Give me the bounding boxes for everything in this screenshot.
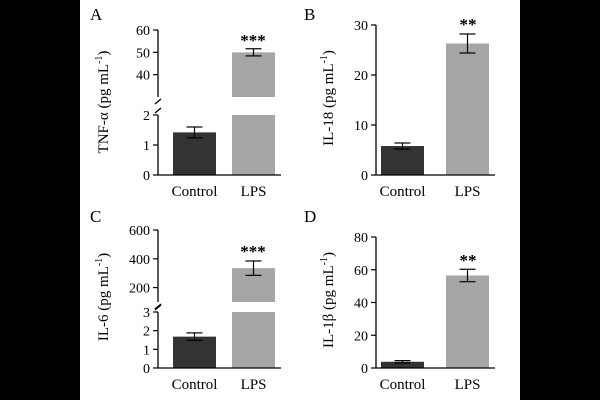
bar-lps: [446, 275, 489, 368]
y-axis-label-superscript: -1: [319, 55, 330, 63]
y-tick-upper-label: 50: [136, 46, 150, 61]
bar-lps-upper: [232, 52, 275, 97]
axis-break-mark: [154, 98, 162, 105]
chart-panel-c: C IL-6 (pg mL-1) 0 1 2 3 200 400 600 Control LPS **…: [90, 207, 281, 393]
y-axis-label-close: ): [321, 252, 337, 257]
y-tick-lower-label: 1: [143, 343, 150, 358]
chart-panel-d: D IL-1β (pg mL-1) 0 20 40 60 80 Control LPS **: [304, 207, 495, 393]
panel-label: A: [90, 5, 103, 24]
y-axis-label-close: ): [96, 253, 112, 258]
y-axis-label: IL-18 (pg mL-1): [319, 50, 337, 146]
y-axis-label-text: IL-6 (pg mL: [96, 266, 112, 341]
y-tick-lower-label: 2: [143, 109, 150, 124]
bar-control: [381, 361, 424, 368]
y-axis-label-superscript: -1: [94, 258, 105, 266]
y-axis-label-superscript: -1: [94, 56, 105, 64]
y-tick-upper-label: 400: [129, 253, 150, 268]
axis-break-mark: [154, 107, 162, 114]
y-axis-label-close: ): [96, 51, 112, 56]
y-tick-lower-label: 2: [143, 325, 150, 340]
y-axis-label-superscript: -1: [319, 257, 330, 265]
y-tick-upper-label: 60: [136, 24, 150, 39]
y-axis-label-text: IL-1β (pg mL: [321, 265, 337, 348]
y-tick-upper-label: 600: [129, 224, 150, 239]
significance-marker: ***: [240, 31, 266, 50]
significance-marker: **: [460, 251, 477, 270]
y-tick-label: 30: [354, 19, 368, 34]
x-category-label: Control: [380, 377, 426, 393]
y-tick-label: 60: [354, 264, 368, 279]
bar-lps-lower: [232, 312, 275, 368]
x-category-label: Control: [380, 184, 426, 200]
x-category-label: LPS: [455, 377, 481, 393]
y-axis-label-text: IL-18 (pg mL: [321, 63, 337, 145]
x-category-label: Control: [172, 377, 218, 393]
y-tick-label: 20: [354, 69, 368, 84]
y-tick-label: 10: [354, 119, 368, 134]
x-category-label: Control: [172, 184, 218, 200]
significance-marker: **: [460, 15, 477, 34]
chart-panel-a: A TNF-α (pg mL-1) 0 1 2 40 50 60 Control LPS ***: [90, 5, 281, 200]
bar-lps: [446, 43, 489, 175]
y-tick-lower-label: 0: [143, 362, 150, 377]
significance-marker: ***: [240, 242, 266, 261]
panel-label: D: [304, 207, 316, 226]
x-category-label: LPS: [455, 184, 481, 200]
y-tick-lower-label: 1: [143, 139, 150, 154]
y-tick-label: 0: [361, 362, 368, 377]
bar-control: [173, 336, 216, 368]
bar-control: [173, 132, 216, 175]
y-tick-label: 0: [361, 169, 368, 184]
y-axis-label-text: TNF-α (pg mL: [96, 64, 112, 154]
y-tick-upper-label: 40: [136, 69, 150, 84]
y-axis-label-close: ): [321, 50, 337, 55]
x-category-label: LPS: [241, 377, 267, 393]
y-tick-label: 80: [354, 231, 368, 246]
y-axis-label: IL-1β (pg mL-1): [319, 252, 337, 348]
figure-canvas: A TNF-α (pg mL-1) 0 1 2 40 50 60 Control LPS *** B I…: [80, 0, 520, 400]
y-tick-label: 40: [354, 297, 368, 312]
y-tick-label: 20: [354, 329, 368, 344]
axis-break-mark: [154, 303, 162, 310]
chart-panel-b: B IL-18 (pg mL-1) 0 10 20 30 Control LPS **: [304, 5, 495, 200]
bar-lps-lower: [232, 115, 275, 175]
y-tick-lower-label: 3: [143, 306, 150, 321]
panel-label: C: [90, 207, 101, 226]
bar-control: [381, 146, 424, 175]
y-axis-label: IL-6 (pg mL-1): [94, 253, 112, 341]
panel-label: B: [304, 5, 315, 24]
axis-break-mark: [154, 304, 162, 311]
y-tick-upper-label: 200: [129, 282, 150, 297]
x-category-label: LPS: [241, 184, 267, 200]
y-tick-lower-label: 0: [143, 169, 150, 184]
y-axis-label: TNF-α (pg mL-1): [94, 51, 112, 154]
